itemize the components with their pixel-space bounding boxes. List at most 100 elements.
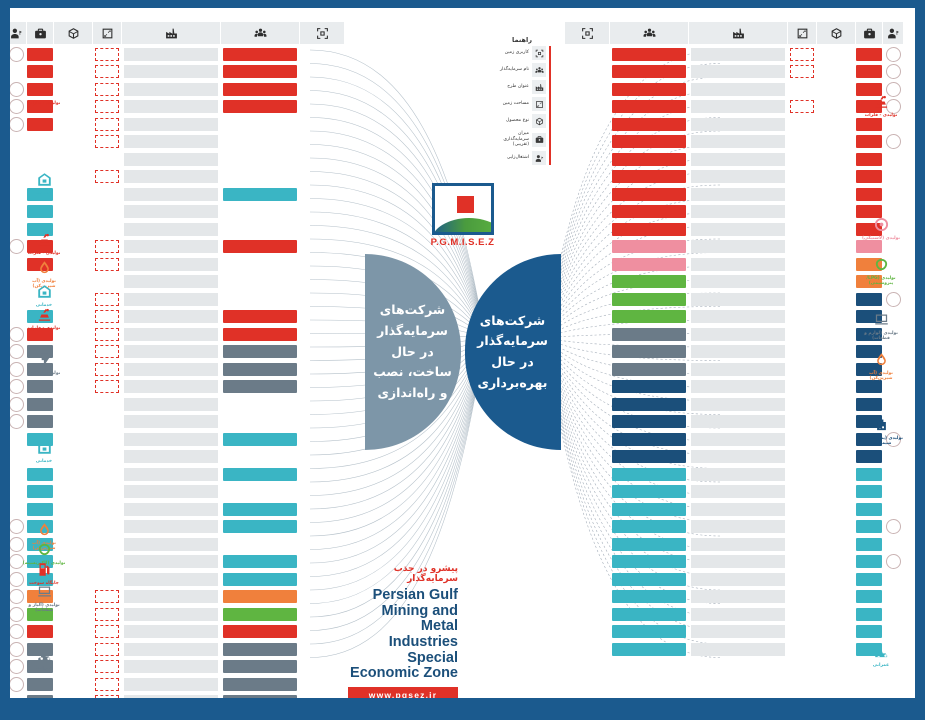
investor-name-cell[interactable] bbox=[610, 501, 688, 517]
investor-name-cell[interactable] bbox=[221, 239, 299, 255]
project-title-cell[interactable] bbox=[689, 134, 787, 150]
project-title-cell[interactable] bbox=[122, 501, 220, 517]
table-row[interactable] bbox=[10, 361, 344, 377]
table-row[interactable] bbox=[593, 256, 903, 272]
investor-name-cell[interactable] bbox=[610, 519, 688, 535]
project-title-cell[interactable] bbox=[689, 204, 787, 220]
table-row[interactable] bbox=[593, 449, 903, 465]
category-civil[interactable]: عمرانی bbox=[859, 644, 903, 668]
project-title-cell[interactable] bbox=[689, 414, 787, 430]
table-row[interactable] bbox=[593, 186, 903, 202]
investor-name-cell[interactable] bbox=[221, 659, 299, 675]
project-title-cell[interactable] bbox=[122, 64, 220, 80]
table-row[interactable] bbox=[10, 641, 344, 657]
project-title-cell[interactable] bbox=[689, 309, 787, 325]
investor-name-cell[interactable] bbox=[221, 571, 299, 587]
project-title-cell[interactable] bbox=[689, 624, 787, 640]
project-title-cell[interactable] bbox=[689, 221, 787, 237]
project-title-cell[interactable] bbox=[689, 256, 787, 272]
project-title-cell[interactable] bbox=[122, 361, 220, 377]
project-title-cell[interactable] bbox=[122, 256, 220, 272]
investor-name-cell[interactable] bbox=[221, 256, 299, 272]
investor-name-cell[interactable] bbox=[610, 606, 688, 622]
project-title-cell[interactable] bbox=[689, 501, 787, 517]
table-row[interactable] bbox=[593, 361, 903, 377]
project-title-cell[interactable] bbox=[689, 344, 787, 360]
project-title-cell[interactable] bbox=[689, 169, 787, 185]
investor-name-cell[interactable] bbox=[610, 361, 688, 377]
project-title-cell[interactable] bbox=[689, 396, 787, 412]
table-row[interactable] bbox=[593, 624, 903, 640]
project-title-cell[interactable] bbox=[689, 81, 787, 97]
table-row[interactable] bbox=[10, 344, 344, 360]
table-row[interactable] bbox=[593, 466, 903, 482]
project-title-cell[interactable] bbox=[122, 589, 220, 605]
table-row[interactable] bbox=[593, 151, 903, 167]
table-row[interactable] bbox=[22, 186, 344, 202]
project-title-cell[interactable] bbox=[122, 239, 220, 255]
project-title-cell[interactable] bbox=[689, 589, 787, 605]
table-row[interactable] bbox=[22, 64, 344, 80]
investor-name-cell[interactable] bbox=[610, 326, 688, 342]
table-row[interactable] bbox=[593, 501, 903, 517]
category-env[interactable]: تولیدی (LPG/پتروشیمی) bbox=[859, 257, 903, 287]
table-row[interactable] bbox=[593, 484, 903, 500]
table-row[interactable] bbox=[10, 99, 344, 115]
project-title-cell[interactable] bbox=[122, 484, 220, 500]
table-row[interactable] bbox=[10, 659, 344, 675]
table-row[interactable] bbox=[593, 309, 903, 325]
project-title-cell[interactable] bbox=[122, 694, 220, 698]
table-row[interactable] bbox=[593, 169, 903, 185]
table-row[interactable] bbox=[593, 81, 903, 97]
investor-name-cell[interactable] bbox=[610, 256, 688, 272]
table-row[interactable] bbox=[10, 46, 344, 62]
table-row[interactable] bbox=[10, 81, 344, 97]
investor-name-cell[interactable] bbox=[221, 64, 299, 80]
table-row[interactable] bbox=[22, 151, 344, 167]
investor-name-cell[interactable] bbox=[221, 221, 299, 237]
investor-name-cell[interactable] bbox=[221, 116, 299, 132]
project-title-cell[interactable] bbox=[122, 606, 220, 622]
investor-name-cell[interactable] bbox=[221, 606, 299, 622]
project-title-cell[interactable] bbox=[689, 554, 787, 570]
investor-name-cell[interactable] bbox=[610, 344, 688, 360]
investor-name-cell[interactable] bbox=[221, 169, 299, 185]
table-row[interactable] bbox=[593, 99, 903, 115]
project-title-cell[interactable] bbox=[689, 46, 787, 62]
table-row[interactable] bbox=[10, 116, 344, 132]
category-metal-production[interactable]: تولیدی - فلزات bbox=[859, 94, 903, 118]
project-title-cell[interactable] bbox=[122, 116, 220, 132]
project-title-cell[interactable] bbox=[689, 361, 787, 377]
category-electronics[interactable]: تولیدی (آلیاژ و قطعات) bbox=[22, 584, 66, 614]
table-row[interactable] bbox=[10, 239, 344, 255]
table-row[interactable] bbox=[593, 204, 903, 220]
project-title-cell[interactable] bbox=[689, 519, 787, 535]
project-title-cell[interactable] bbox=[122, 466, 220, 482]
project-title-cell[interactable] bbox=[122, 221, 220, 237]
category-desalination[interactable]: تولیدی (آب شیرین‌کن) bbox=[859, 352, 903, 382]
category-petrochem[interactable]: تولیدی (پتروشیمی - شیمیایی) bbox=[859, 417, 903, 447]
project-title-cell[interactable] bbox=[122, 151, 220, 167]
project-title-cell[interactable] bbox=[122, 641, 220, 657]
investor-name-cell[interactable] bbox=[221, 519, 299, 535]
project-title-cell[interactable] bbox=[689, 99, 787, 115]
project-title-cell[interactable] bbox=[122, 519, 220, 535]
table-row[interactable] bbox=[10, 676, 344, 692]
table-row[interactable] bbox=[10, 589, 344, 605]
category-metal-production[interactable]: تولیدی - فلزات bbox=[22, 232, 66, 256]
project-title-cell[interactable] bbox=[689, 431, 787, 447]
table-row[interactable] bbox=[22, 221, 344, 237]
project-title-cell[interactable] bbox=[689, 571, 787, 587]
investor-name-cell[interactable] bbox=[221, 484, 299, 500]
investor-name-cell[interactable] bbox=[610, 239, 688, 255]
project-title-cell[interactable] bbox=[689, 641, 787, 657]
category-power[interactable]: تولید برق (گاز) bbox=[22, 352, 66, 376]
table-row[interactable] bbox=[22, 694, 344, 698]
investor-name-cell[interactable] bbox=[221, 151, 299, 167]
project-title-cell[interactable] bbox=[122, 676, 220, 692]
investor-name-cell[interactable] bbox=[221, 204, 299, 220]
investor-name-cell[interactable] bbox=[221, 134, 299, 150]
project-title-cell[interactable] bbox=[689, 536, 787, 552]
table-row[interactable] bbox=[593, 571, 903, 587]
investor-name-cell[interactable] bbox=[221, 379, 299, 395]
